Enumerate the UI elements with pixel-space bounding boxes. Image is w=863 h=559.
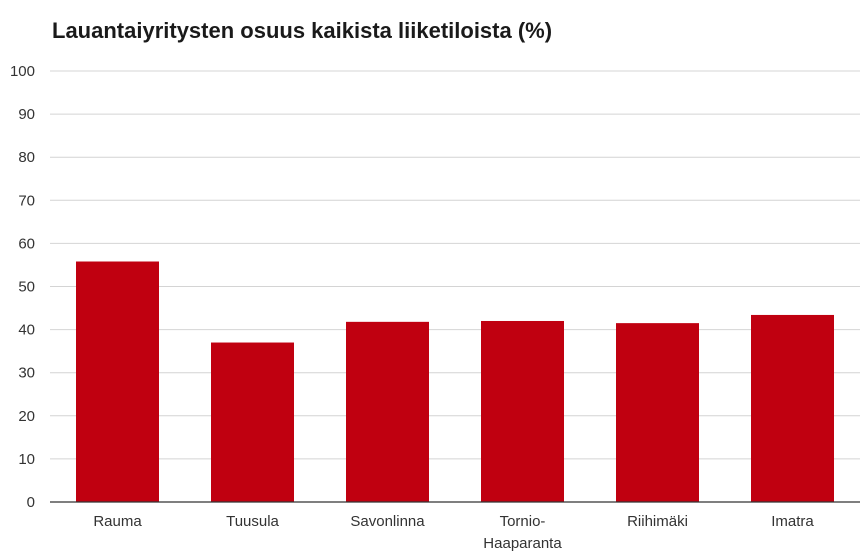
y-tick-label: 0: [27, 494, 35, 511]
y-tick-label: 20: [18, 408, 35, 425]
y-axis-tick-labels: 0 10 20 30 40 50 60 70 80 90 100: [10, 63, 35, 511]
x-category-label: Tornio-Haaparanta: [483, 513, 562, 552]
bar: [76, 261, 159, 502]
bar: [481, 320, 564, 502]
x-category-label: Savonlinna: [350, 513, 425, 530]
y-tick-label: 80: [18, 149, 35, 166]
y-tick-label: 60: [18, 235, 35, 252]
y-tick-label: 70: [18, 192, 35, 209]
y-tick-label: 50: [18, 279, 35, 296]
x-axis-category-labels: Rauma Tuusula Savonlinna Tornio-Haaparanta R…: [93, 513, 814, 552]
x-category-label: Imatra: [771, 513, 814, 530]
bar: [346, 321, 429, 502]
bar: [616, 323, 699, 502]
chart-title: Lauantaiyritysten osuus kaikista liiketi…: [52, 18, 553, 43]
x-category-label: Riihimäki: [627, 513, 688, 530]
y-tick-label: 90: [18, 106, 35, 123]
bar: [751, 314, 834, 502]
x-category-label: Tuusula: [226, 513, 279, 530]
y-tick-label: 30: [18, 365, 35, 382]
x-category-label: Rauma: [93, 513, 142, 530]
y-tick-label: 40: [18, 322, 35, 339]
gridlines: [50, 70, 860, 460]
bar: [211, 342, 294, 502]
y-tick-label: 10: [18, 451, 35, 468]
bars: [76, 261, 834, 502]
y-tick-label: 100: [10, 63, 35, 80]
